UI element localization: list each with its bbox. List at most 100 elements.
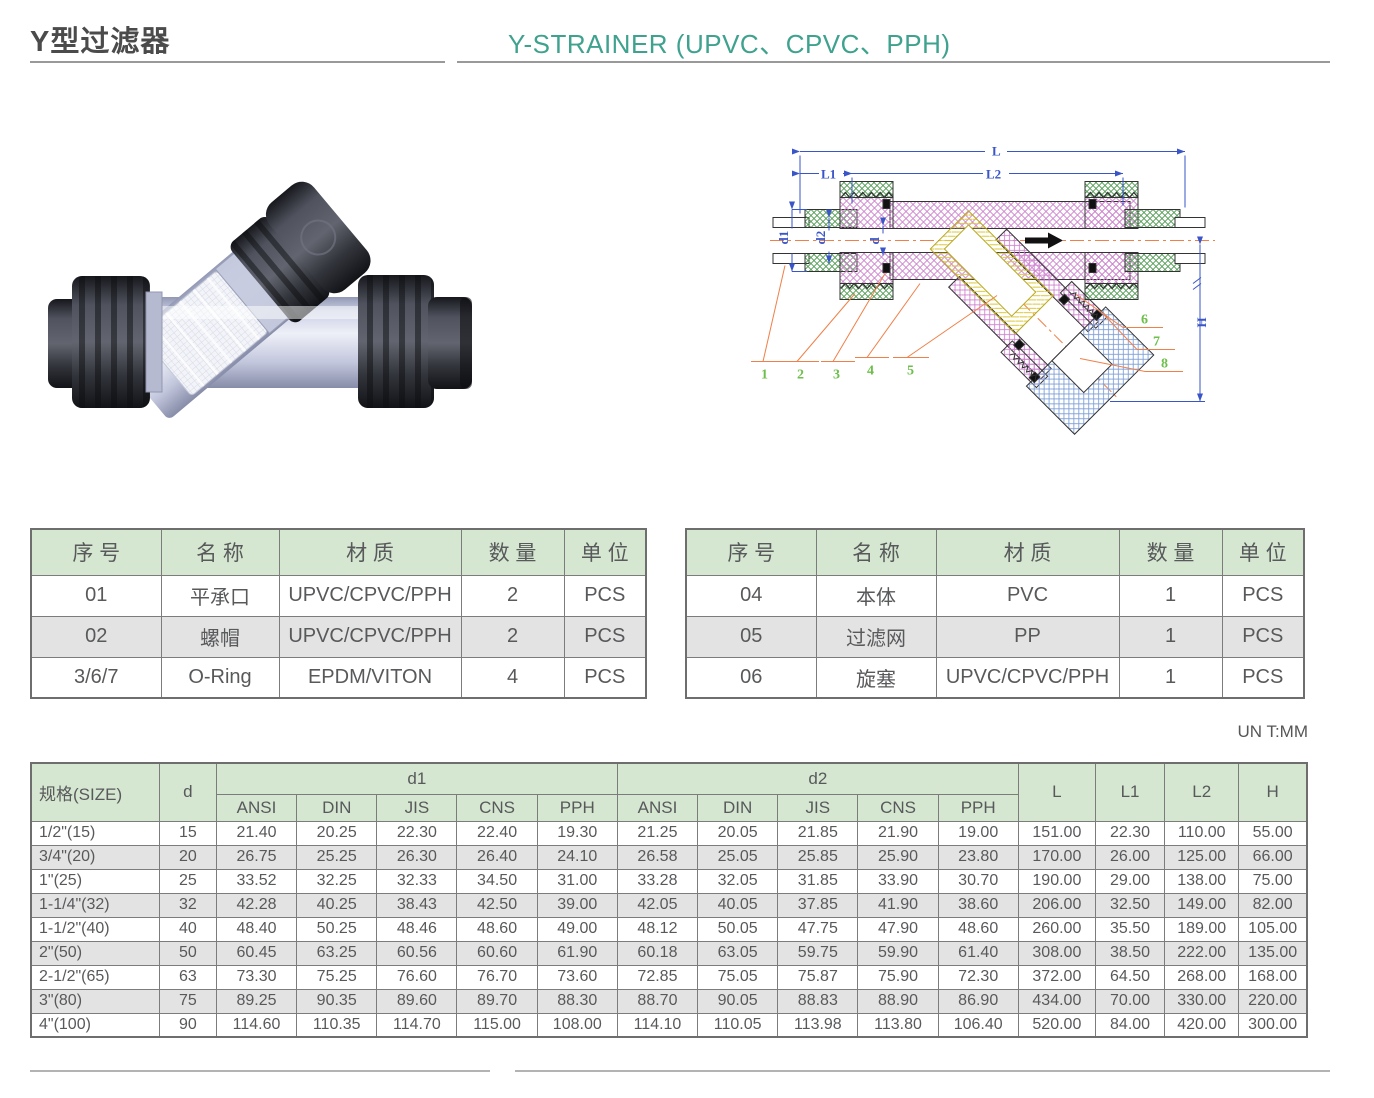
table-cell: 308.00 xyxy=(1017,940,1096,966)
table-cell: 63.25 xyxy=(296,940,378,966)
table-cell: 89.70 xyxy=(456,988,538,1014)
table-row: 1-1/2"(40) 40 48.40 50.25 48.46 48.60 49.00 48.… xyxy=(30,916,1308,942)
table-row: 3/6/7 O-Ring EPDM/VITON 4 PCS xyxy=(30,656,647,699)
table-cell: 40.25 xyxy=(296,892,378,918)
table-cell: 84.00 xyxy=(1094,1012,1166,1038)
table-cell: 48.40 xyxy=(215,916,298,942)
table-cell: 73.60 xyxy=(536,964,618,990)
callout-7: 7 xyxy=(1153,335,1160,350)
table-cell: 04 xyxy=(685,574,817,617)
header-cell: DIN xyxy=(296,793,378,822)
header-cell: CNS xyxy=(456,793,538,822)
table-cell: 206.00 xyxy=(1017,892,1096,918)
table-cell: 32.33 xyxy=(376,868,458,894)
technical-diagram: L L1 L2 d1 d2 d H 1 2 3 xyxy=(745,112,1235,460)
table-cell: 55.00 xyxy=(1238,820,1308,846)
table-cell: 75.05 xyxy=(697,964,779,990)
header-cell: JIS xyxy=(376,793,458,822)
table-cell: 21.25 xyxy=(616,820,699,846)
table-cell: 33.52 xyxy=(215,868,298,894)
table-cell: 105.00 xyxy=(1238,916,1308,942)
callout-3: 3 xyxy=(833,368,840,383)
table-cell: 88.70 xyxy=(616,988,699,1014)
header-cell: 名 称 xyxy=(815,528,937,576)
table-cell: 2-1/2"(65) xyxy=(30,964,160,990)
table-cell: 38.60 xyxy=(937,892,1019,918)
table-cell: EPDM/VITON xyxy=(278,656,462,699)
table-cell: 222.00 xyxy=(1164,940,1240,966)
table-cell: 49.00 xyxy=(536,916,618,942)
header-cell: d1 xyxy=(215,762,618,795)
header-divider-left xyxy=(30,61,445,63)
header-cell: JIS xyxy=(777,793,859,822)
product-photo xyxy=(30,145,510,445)
table-cell: PCS xyxy=(1221,615,1305,658)
table-cell: 90.05 xyxy=(697,988,779,1014)
table-cell: 20.25 xyxy=(296,820,378,846)
header-cell: H xyxy=(1238,762,1308,822)
parts-table-left: 序 号名 称材 质数 量单 位 01 平承口 UPVC/CPVC/PPH 2 PCS 02… xyxy=(30,528,647,699)
table-cell: 260.00 xyxy=(1017,916,1096,942)
header-cell: 名 称 xyxy=(160,528,280,576)
dim-label-L1: L1 xyxy=(821,167,836,182)
header-cell: d2 xyxy=(616,762,1019,795)
table-cell: 01 xyxy=(30,574,162,617)
table-cell: 过滤网 xyxy=(815,615,937,658)
table-cell: 31.00 xyxy=(536,868,618,894)
header-cell: CNS xyxy=(857,793,939,822)
table-cell: 330.00 xyxy=(1164,988,1240,1014)
table-cell: 86.90 xyxy=(937,988,1019,1014)
table-cell: 34.50 xyxy=(456,868,538,894)
table-cell: 61.40 xyxy=(937,940,1019,966)
table-cell: 168.00 xyxy=(1238,964,1308,990)
table-cell: 110.00 xyxy=(1164,820,1240,846)
table-cell: 50.25 xyxy=(296,916,378,942)
callout-6: 6 xyxy=(1141,313,1148,328)
table-row: 06 旋塞 UPVC/CPVC/PPH 1 PCS xyxy=(685,656,1305,699)
table-cell: 25.90 xyxy=(857,844,939,870)
table-cell: 75 xyxy=(158,988,217,1014)
table-cell: 149.00 xyxy=(1164,892,1240,918)
table-cell: 82.00 xyxy=(1238,892,1308,918)
table-row: 02 螺帽 UPVC/CPVC/PPH 2 PCS xyxy=(30,615,647,658)
table-cell: 1-1/2"(40) xyxy=(30,916,160,942)
table-cell: 29.00 xyxy=(1094,868,1166,894)
table-cell: PCS xyxy=(563,656,647,699)
table-cell: 115.00 xyxy=(456,1012,538,1038)
table-cell: 21.40 xyxy=(215,820,298,846)
table-cell: 25.85 xyxy=(777,844,859,870)
table-cell: 190.00 xyxy=(1017,868,1096,894)
table-cell: 2"(50) xyxy=(30,940,160,966)
table-cell: 42.50 xyxy=(456,892,538,918)
page-title-en: Y-STRAINER (UPVC、CPVC、PPH) xyxy=(508,29,951,59)
table-cell: 125.00 xyxy=(1164,844,1240,870)
header-cell: L2 xyxy=(1164,762,1240,822)
table-cell: 19.30 xyxy=(536,820,618,846)
table-cell: 旋塞 xyxy=(815,656,937,699)
table-row: 1/2"(15) 15 21.40 20.25 22.30 22.40 19.30 21.25… xyxy=(30,820,1308,846)
table-cell: 22.30 xyxy=(376,820,458,846)
table-cell: 520.00 xyxy=(1017,1012,1096,1038)
table-cell: UPVC/CPVC/PPH xyxy=(278,574,462,617)
table-cell: 151.00 xyxy=(1017,820,1096,846)
table-cell: 73.30 xyxy=(215,964,298,990)
table-cell: 螺帽 xyxy=(160,615,280,658)
header-cell: DIN xyxy=(697,793,779,822)
table-cell: 113.80 xyxy=(857,1012,939,1038)
dim-label-d1: d1 xyxy=(776,231,791,245)
table-cell: 33.28 xyxy=(616,868,699,894)
cap-top xyxy=(265,181,371,294)
table-cell: 88.83 xyxy=(777,988,859,1014)
table-row: 3/4"(20) 20 26.75 25.25 26.30 26.40 24.10 26.58… xyxy=(30,844,1308,870)
table-cell: 40 xyxy=(158,916,217,942)
table-row: 3"(80) 75 89.25 90.35 89.60 89.70 88.30 88.70 90… xyxy=(30,988,1308,1014)
table-cell: 106.40 xyxy=(937,1012,1019,1038)
table-cell: 31.85 xyxy=(777,868,859,894)
table-cell: 48.60 xyxy=(937,916,1019,942)
table-cell: 61.90 xyxy=(536,940,618,966)
table-cell: 64.50 xyxy=(1094,964,1166,990)
table-cell: 48.60 xyxy=(456,916,538,942)
table-row: 1"(25) 25 33.52 32.25 32.33 34.50 31.00 33.28 32… xyxy=(30,868,1308,894)
table-cell: O-Ring xyxy=(160,656,280,699)
